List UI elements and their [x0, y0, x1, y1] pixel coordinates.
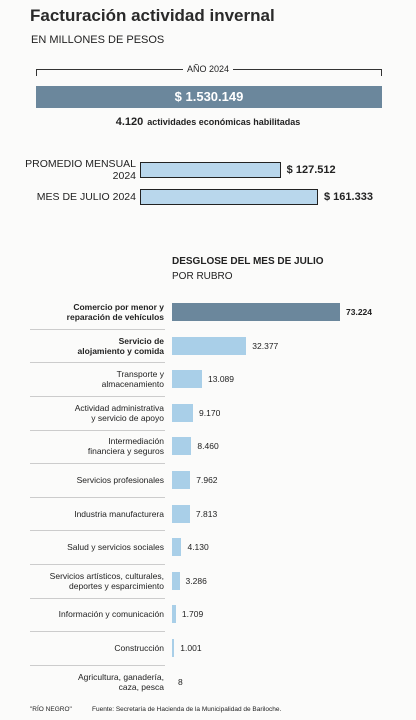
- separator: [30, 564, 165, 565]
- bracket-label-wrap: AÑO 2024: [0, 64, 416, 74]
- bar: [140, 189, 318, 205]
- category-label: Información y comunicación: [58, 609, 164, 620]
- bar: [140, 162, 281, 178]
- bar: [172, 639, 175, 657]
- category-label: Actividad administrativa y servicio de a…: [74, 402, 164, 423]
- separator: [30, 631, 165, 633]
- category-label: Construcción: [114, 643, 164, 653]
- subtitle: EN MILLONES DE PESOS: [31, 34, 165, 46]
- separator: [30, 664, 165, 666]
- year-label: AÑO 2024: [182, 64, 234, 74]
- title: Facturación actividad invernal: [30, 6, 275, 25]
- separator: [30, 530, 165, 532]
- source: Fuente: Secretaría de Hacienda de la Mun…: [92, 706, 282, 713]
- category-label: Intermediación financiera y seguros: [87, 436, 164, 457]
- value-label: 4.130: [187, 542, 209, 553]
- value-label: 8.460: [197, 441, 219, 452]
- value-label: 1.709: [181, 609, 204, 620]
- credit: "RÍO NEGRO": [30, 706, 72, 713]
- bar: [172, 538, 182, 557]
- value-label: 8: [178, 676, 183, 687]
- bar: [172, 504, 190, 523]
- category-label: PROMEDIO MENSUAL 2024: [25, 158, 136, 182]
- value-label: 73.224: [346, 307, 372, 317]
- breakdown-subtitle: POR RUBRO: [172, 271, 233, 282]
- value-label: 3.286: [185, 575, 207, 586]
- bar: [172, 336, 247, 355]
- total-bar: $ 1.530.149: [36, 86, 382, 108]
- separator: [30, 597, 165, 599]
- value-label: $ 161.333: [324, 191, 373, 203]
- separator: [30, 362, 165, 364]
- separator: [30, 328, 165, 330]
- category-label: Agricultura, ganadería, caza, pesca: [78, 671, 164, 692]
- activities-count: 4.120: [115, 116, 144, 128]
- bar: [172, 571, 180, 590]
- category-label: Transporte y almacenamiento: [101, 369, 164, 390]
- category-label: Salud y servicios sociales: [67, 542, 164, 553]
- category-label: Industria manufacturera: [74, 508, 164, 519]
- value-label: 13.089: [208, 374, 235, 385]
- value-label: 32.377: [252, 340, 279, 351]
- value-label: 1.001: [180, 643, 202, 653]
- bar: [172, 605, 176, 624]
- separator: [30, 429, 165, 431]
- value-label: 9.170: [199, 407, 221, 418]
- category-label: Servicios profesionales: [76, 475, 164, 485]
- category-label: MES DE JULIO 2024: [36, 191, 136, 203]
- total-label: $ 1.530.149: [174, 89, 244, 104]
- separator: [30, 396, 165, 397]
- value-label: 7.813: [195, 508, 218, 519]
- bar: [172, 403, 194, 422]
- breakdown-title: DESGLOSE DEL MES DE JULIO: [172, 256, 324, 267]
- bar: [172, 370, 203, 389]
- bar: [172, 303, 340, 321]
- value-label: $ 127.512: [286, 164, 336, 176]
- category-label: Servicio de alojamiento y comida: [77, 335, 164, 356]
- bar: [172, 437, 192, 456]
- separator: [30, 496, 165, 498]
- activities: 4.120 actividades económicas habilitadas: [0, 116, 416, 128]
- category-label: Comercio por menor y reparación de vehíc…: [66, 302, 164, 322]
- value-label: 7.962: [196, 475, 218, 485]
- separator: [30, 463, 165, 465]
- activities-label: actividades económicas habilitadas: [147, 117, 301, 127]
- category-label: Servicios artísticos, culturales, deport…: [49, 570, 164, 591]
- bar: [172, 471, 191, 489]
